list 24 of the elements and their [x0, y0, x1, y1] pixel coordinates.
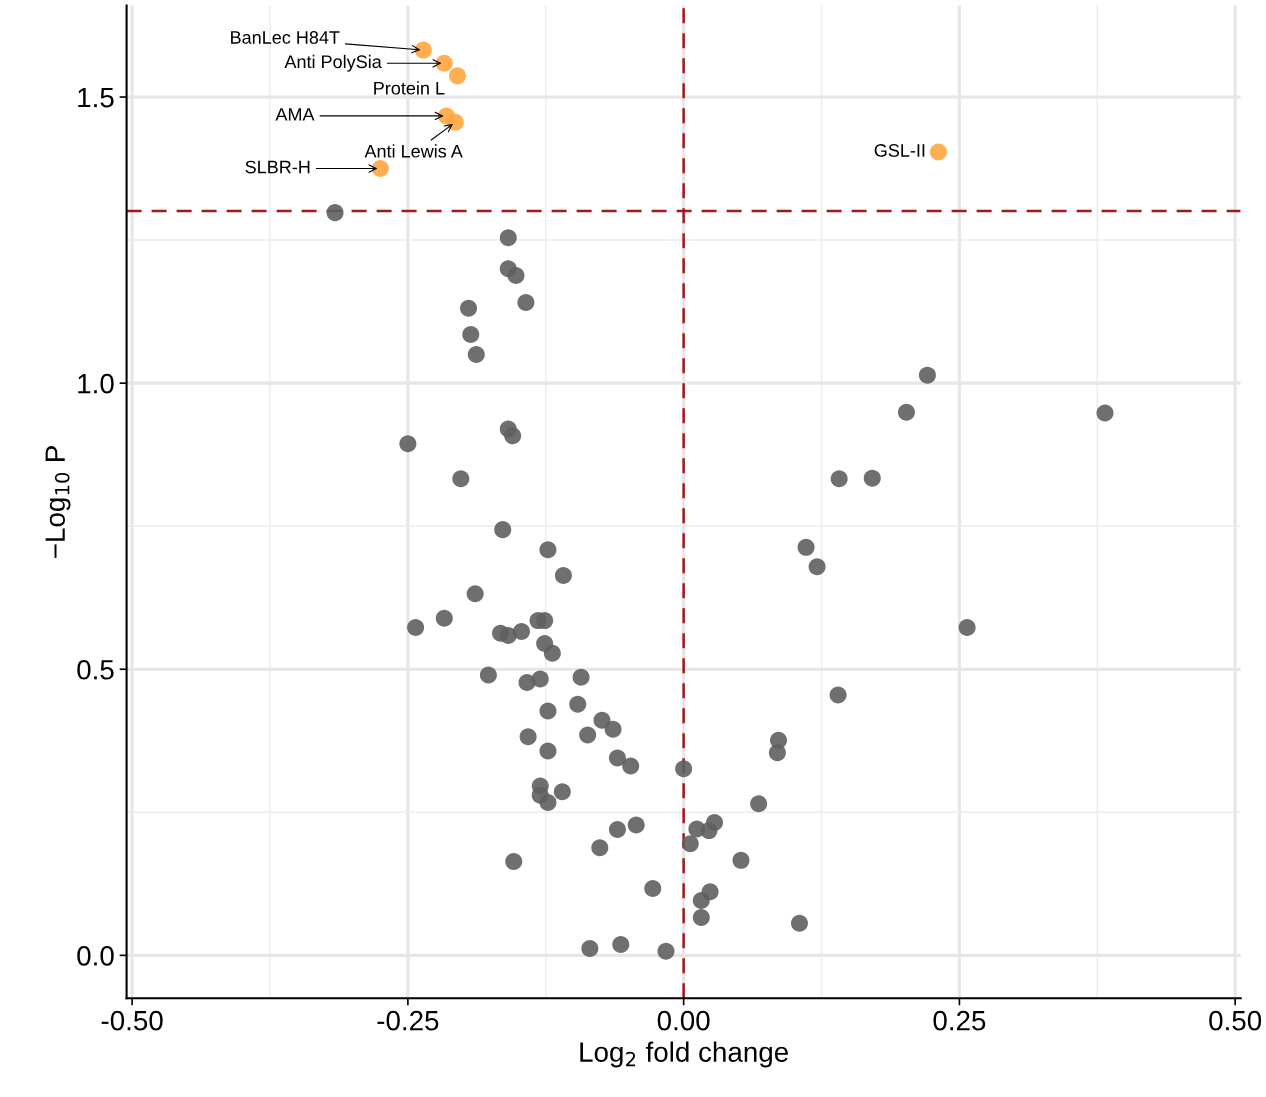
annotation: GSL-II [874, 144, 925, 157]
x-tick-label: 0.50 [1209, 1010, 1262, 1031]
annotation: BanLec H84T [231, 31, 340, 44]
x-tick-label: 0.25 [933, 1010, 986, 1031]
point [371, 160, 389, 178]
annotation: Anti Lewis A [364, 144, 463, 158]
x-axis-title: Log$_{2}$ fold change [580, 1041, 788, 1068]
annotation: Anti PolySia [284, 54, 382, 72]
x-tick-label: -0.50 [101, 1010, 163, 1031]
annotation: SLBR-H [245, 160, 310, 174]
point [446, 113, 464, 131]
y-tick-label: 1.0 [78, 373, 114, 394]
point [414, 41, 432, 59]
y-tick-label: 0.5 [77, 659, 114, 680]
point [929, 143, 947, 161]
point [449, 67, 467, 85]
y-axis-title: −Log$_{10}$ P [45, 446, 71, 558]
x-tick-label: 0.00 [657, 1010, 710, 1031]
x-tick-label: -0.25 [377, 1010, 439, 1031]
point [435, 54, 453, 72]
y-tick-label: 0.0 [77, 946, 114, 966]
y-tick-label: 1.5 [78, 87, 114, 108]
annotation: AMA [275, 108, 315, 121]
annotation: Protein L [374, 81, 445, 95]
